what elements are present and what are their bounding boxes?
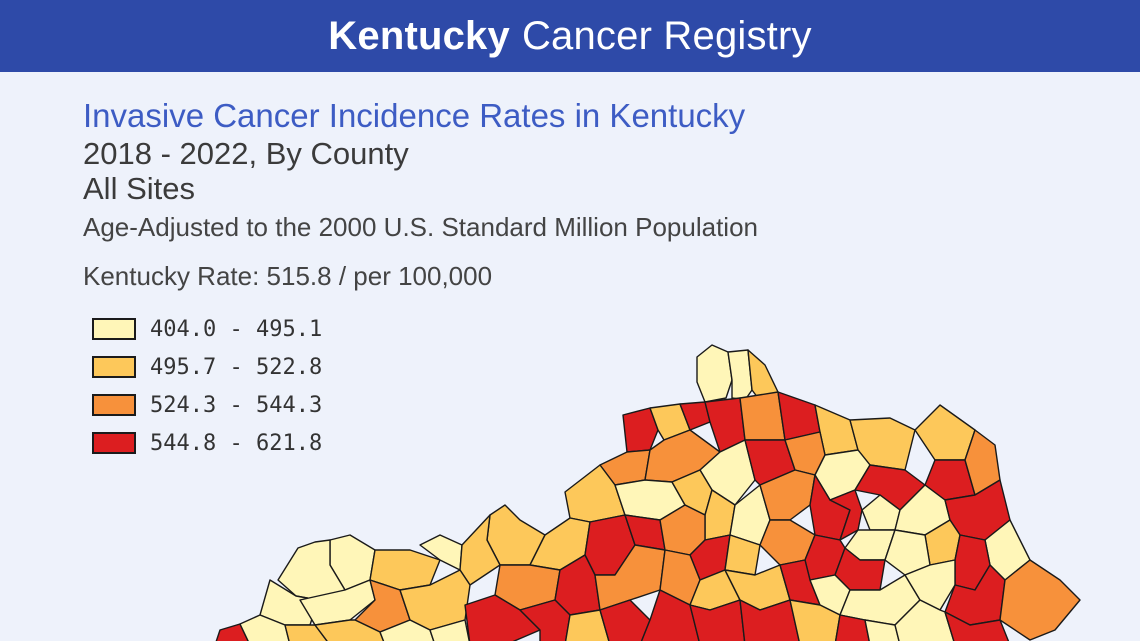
county[interactable] (884, 529, 931, 576)
county[interactable] (696, 344, 733, 403)
county-layer (215, 344, 1081, 641)
legend-swatch (92, 356, 136, 378)
state-rate: Kentucky Rate: 515.8 / per 100,000 (83, 261, 493, 291)
county[interactable] (215, 623, 250, 641)
county[interactable] (747, 349, 779, 399)
legend-label: 524.3 - 544.3 (150, 392, 323, 418)
legend-label: 544.8 - 621.8 (150, 430, 323, 456)
county[interactable] (564, 609, 610, 641)
county[interactable] (622, 407, 659, 453)
county[interactable] (519, 599, 571, 641)
legend-label: 404.0 - 495.1 (150, 316, 323, 342)
county[interactable] (864, 619, 900, 641)
county[interactable] (999, 559, 1081, 641)
header-title-bold: Kentucky (328, 13, 510, 58)
map-sites: All Sites (83, 171, 195, 206)
legend-item: 404.0 - 495.1 (92, 310, 322, 348)
legend-swatch (92, 394, 136, 416)
county[interactable] (914, 404, 976, 461)
legend-swatch (92, 432, 136, 454)
county[interactable] (944, 611, 1010, 641)
legend-item: 495.7 - 522.8 (92, 348, 322, 386)
county[interactable] (429, 619, 470, 641)
county[interactable] (964, 429, 1001, 496)
legend-label: 495.7 - 522.8 (150, 354, 323, 380)
county[interactable] (894, 599, 955, 641)
header-title-rest: Cancer Registry (521, 13, 812, 58)
map-period: 2018 - 2022, By County (83, 136, 409, 171)
legend-swatch (92, 318, 136, 340)
app-header: Kentucky Cancer Registry (0, 0, 1140, 72)
legend-item: 524.3 - 544.3 (92, 386, 322, 424)
legend-item: 544.8 - 621.8 (92, 424, 322, 462)
county[interactable] (834, 614, 870, 641)
map-adjustment: Age-Adjusted to the 2000 U.S. Standard M… (83, 212, 758, 242)
legend: 404.0 - 495.1 495.7 - 522.8 524.3 - 544.… (92, 310, 322, 462)
county[interactable] (739, 391, 786, 441)
map-title: Invasive Cancer Incidence Rates in Kentu… (83, 97, 746, 134)
